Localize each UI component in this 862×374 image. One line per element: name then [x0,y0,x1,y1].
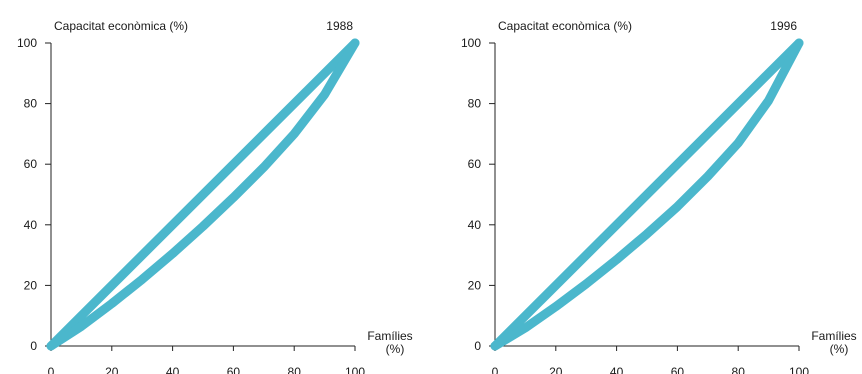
x-axis-label: Famílies [811,329,856,343]
x-tick-label: 20 [549,365,563,374]
x-tick-label: 80 [288,365,302,374]
x-tick-label: 80 [732,365,746,374]
x-tick-label: 100 [345,365,365,374]
x-tick-label: 60 [671,365,685,374]
x-tick-label: 40 [166,365,180,374]
lorenz-curve [46,38,360,351]
y-tick-label: 80 [468,97,482,111]
equality-line [46,38,360,351]
equality-line [490,38,804,351]
y-tick-label: 80 [24,97,38,111]
y-tick-label: 0 [474,339,481,353]
y-tick-label: 60 [24,157,38,171]
year-label: 1996 [770,19,797,33]
y-tick-label: 100 [461,36,481,50]
chart-panel-0: 0 20 40 60 80 100 0 20 40 60 80 100 Capacitat econòm… [17,19,413,374]
x-tick-label: 40 [610,365,624,374]
y-tick-label: 60 [468,157,482,171]
y-tick-label: 100 [17,36,37,50]
x-tick-label: 20 [105,365,119,374]
y-tick-label: 20 [24,278,38,292]
x-tick-label: 0 [492,365,499,374]
x-axis-label-unit: (%) [830,342,849,356]
y-tick-label: 0 [30,339,37,353]
x-tick-label: 60 [227,365,241,374]
y-axis-label: Capacitat econòmica (%) [498,19,632,33]
y-axis-label: Capacitat econòmica (%) [54,19,188,33]
y-tick-label: 40 [468,218,482,232]
lorenz-curve [490,38,804,351]
year-label: 1988 [326,19,353,33]
x-tick-label: 0 [48,365,55,374]
x-tick-label: 100 [789,365,809,374]
y-tick-label: 40 [24,218,38,232]
x-axis-label: Famílies [367,329,412,343]
y-tick-label: 20 [468,278,482,292]
chart-panel-1: 0 20 40 60 80 100 0 20 40 60 80 100 Capacitat econòm… [461,19,857,374]
x-axis-label-unit: (%) [386,342,405,356]
